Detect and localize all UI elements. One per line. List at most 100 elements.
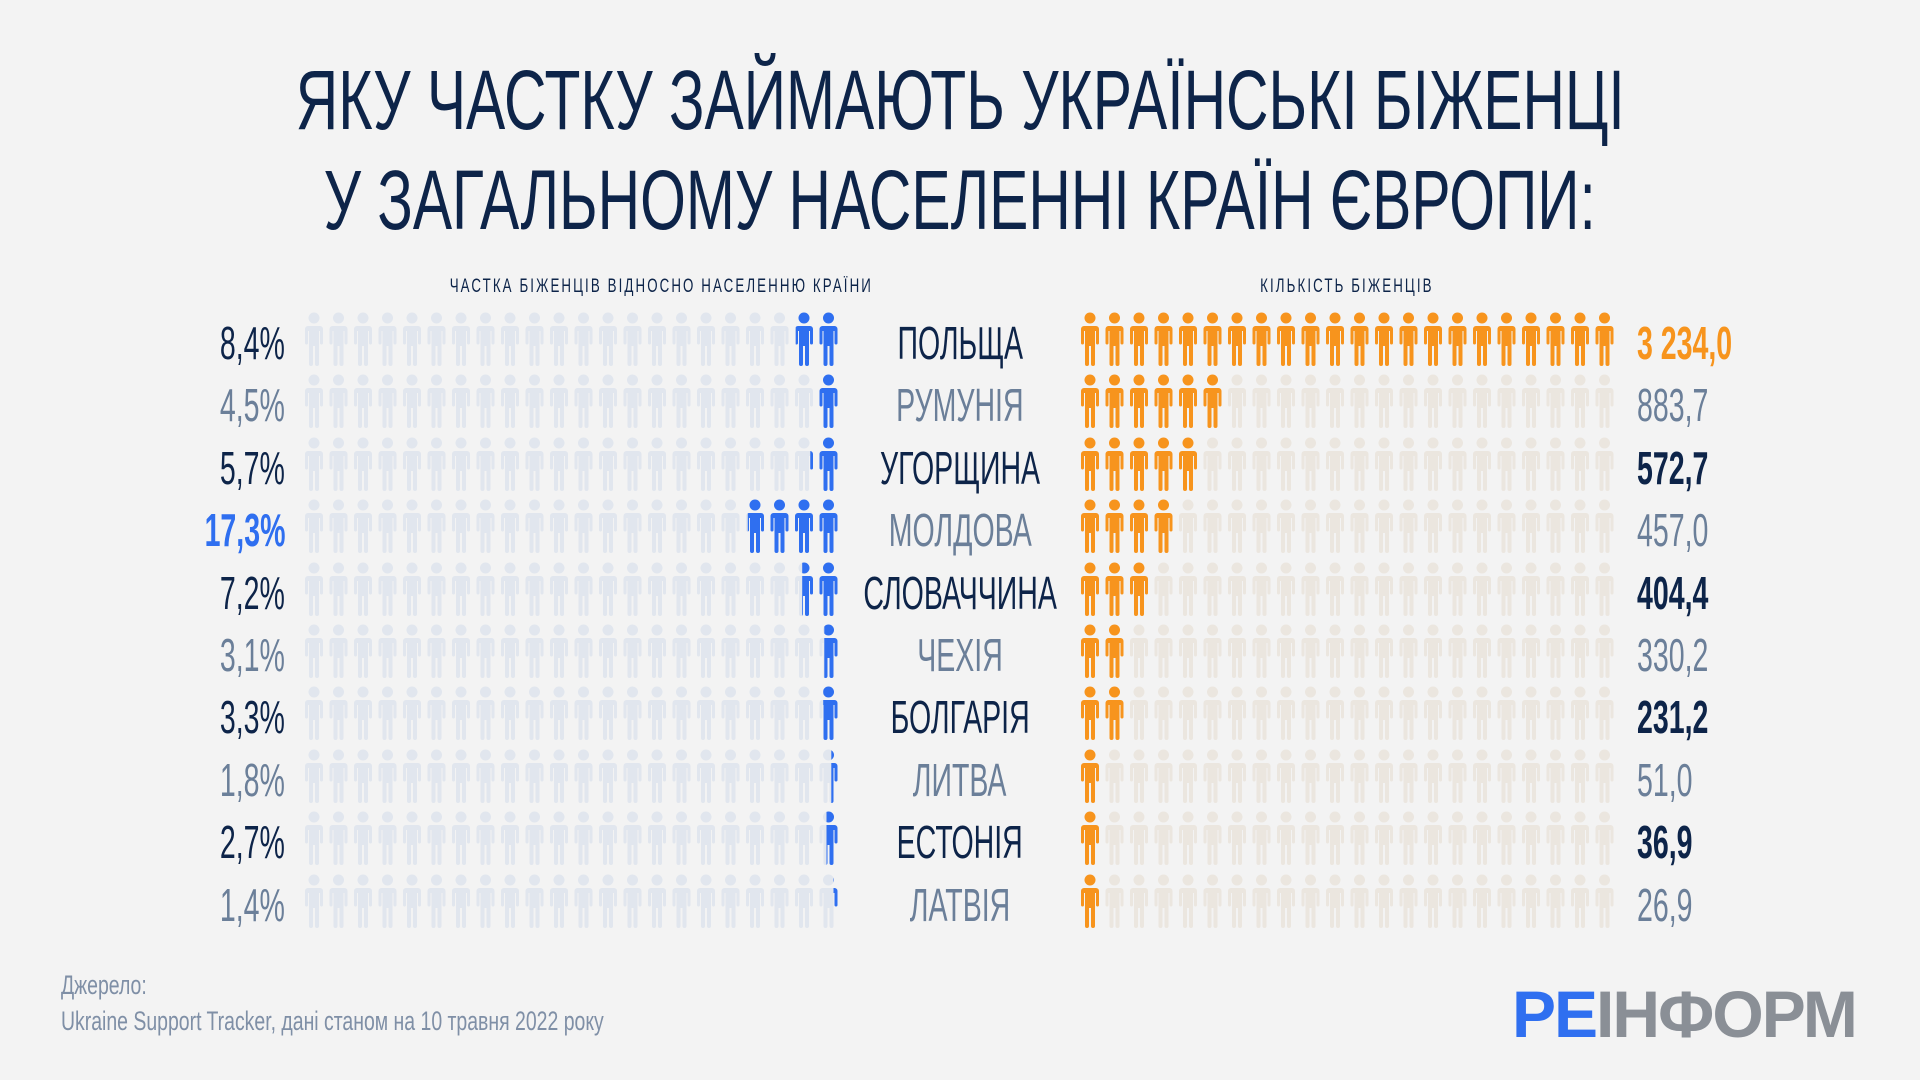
source-label-text: Джерело: — [61, 970, 147, 1000]
person-icon-empty — [1595, 686, 1614, 741]
person-icon-empty — [452, 624, 470, 678]
person-icon-empty — [697, 374, 715, 429]
person-icon-empty — [1277, 811, 1295, 866]
person-icon-empty — [1424, 624, 1442, 678]
person-icon-empty — [697, 749, 715, 803]
person-icon-empty — [648, 312, 666, 366]
person-icon-blue — [795, 312, 813, 366]
person-icon-empty — [672, 811, 691, 866]
person-icon-empty — [697, 624, 715, 678]
refugee-icons — [1081, 686, 1614, 741]
refugees-value: 36,9 — [1637, 816, 1693, 869]
person-icon-empty — [476, 437, 495, 491]
refugees-label: 883,7 — [1637, 378, 1752, 432]
refugee-icons — [1081, 811, 1614, 866]
person-icon-empty — [648, 874, 666, 928]
person-icon-empty — [1473, 749, 1491, 803]
person-icon-empty — [1399, 374, 1418, 429]
person-icon-empty — [1350, 499, 1369, 554]
person-icon-empty — [599, 811, 617, 866]
person-icon-blue — [819, 499, 838, 554]
person-icon-empty — [1326, 374, 1344, 429]
refugee-icons — [1081, 437, 1614, 491]
person-icon-empty — [1571, 562, 1589, 616]
person-icon-empty — [648, 499, 666, 554]
person-icon-empty — [1203, 624, 1222, 678]
person-icon-empty — [378, 437, 397, 491]
refugee-icons — [1081, 874, 1614, 928]
person-icon-empty — [329, 624, 348, 678]
source-label: Джерело: — [61, 970, 180, 1001]
person-icon-orange — [1130, 437, 1148, 491]
title-text: У ЗАГАЛЬНОМУ НАСЕЛЕННІ КРАЇН ЄВРОПИ: — [323, 153, 1597, 247]
person-icon-empty — [525, 312, 544, 366]
person-icon-empty — [476, 749, 495, 803]
person-icon-empty — [1497, 374, 1516, 429]
person-icon-empty — [1546, 874, 1565, 928]
person-icon-empty — [672, 874, 691, 928]
person-icon-blue — [833, 877, 838, 926]
person-icon-orange — [1203, 312, 1222, 366]
person-icon-empty — [1448, 811, 1467, 866]
person-icon-orange — [1301, 312, 1320, 366]
person-icon-empty — [746, 624, 764, 678]
person-icon-empty — [1546, 499, 1565, 554]
refugees-value: 231,2 — [1637, 691, 1709, 744]
share-icons — [305, 749, 838, 803]
person-icon-orange — [1154, 312, 1173, 366]
person-icon-empty — [1301, 686, 1320, 741]
person-icon-empty — [305, 437, 323, 491]
person-icon-empty — [1252, 749, 1271, 803]
person-icon-empty — [1473, 811, 1491, 866]
person-icon-empty — [1497, 499, 1516, 554]
person-icon-empty — [795, 811, 813, 866]
left-axis-label: ЧАСТКА БІЖЕНЦІВ ВІДНОСНО НАСЕЛЕННЮ КРАЇН… — [359, 276, 871, 298]
person-icon-empty — [795, 437, 813, 491]
person-icon-empty — [599, 562, 617, 616]
refugee-icons — [1081, 749, 1614, 803]
person-icon-empty — [746, 874, 764, 928]
person-icon-empty — [1522, 686, 1540, 741]
person-icon-empty — [1228, 749, 1246, 803]
person-icon-empty — [1546, 437, 1565, 491]
person-icon-empty — [403, 312, 421, 366]
person-icon-empty — [378, 749, 397, 803]
person-icon-empty — [623, 437, 642, 491]
person-icon-empty — [746, 437, 764, 491]
left-axis-label-text: ЧАСТКА БІЖЕНЦІВ ВІДНОСНО НАСЕЛЕННЮ КРАЇН… — [449, 276, 873, 297]
person-icon-empty — [1203, 562, 1222, 616]
person-icon-empty — [1301, 374, 1320, 429]
person-icon-empty — [721, 686, 740, 741]
person-icon-empty — [427, 686, 446, 741]
person-icon-empty — [1399, 624, 1418, 678]
person-icon-empty — [329, 811, 348, 866]
person-icon-empty — [1350, 374, 1369, 429]
person-icon-empty — [1252, 437, 1271, 491]
person-icon-empty — [1277, 874, 1295, 928]
source-text-value: Ukraine Support Tracker, дані станом на … — [61, 1006, 604, 1036]
person-icon-empty — [354, 749, 372, 803]
person-icon-blue — [831, 750, 838, 803]
person-icon-empty — [305, 749, 323, 803]
person-icon-blue — [747, 499, 764, 554]
person-icon-empty — [1571, 811, 1589, 866]
person-icon-blue — [819, 562, 838, 616]
country-label: УГОРЩИНА — [760, 441, 1160, 495]
person-icon-empty — [1546, 686, 1565, 741]
person-icon-orange — [1105, 437, 1124, 491]
person-icon-empty — [403, 686, 421, 741]
person-icon-empty — [819, 874, 838, 928]
person-icon-empty — [721, 499, 740, 554]
person-icon-empty — [1448, 499, 1467, 554]
share-label: 8,4% — [180, 316, 285, 370]
person-icon-empty — [427, 624, 446, 678]
refugees-label: 330,2 — [1637, 628, 1752, 682]
person-icon-empty — [476, 374, 495, 429]
person-icon-empty — [672, 374, 691, 429]
person-icon-empty — [1375, 686, 1393, 741]
person-icon-empty — [721, 437, 740, 491]
share-icons — [305, 437, 838, 491]
person-icon-empty — [501, 686, 519, 741]
refugees-value: 3 234,0 — [1637, 317, 1733, 369]
person-icon-empty — [1546, 624, 1565, 678]
